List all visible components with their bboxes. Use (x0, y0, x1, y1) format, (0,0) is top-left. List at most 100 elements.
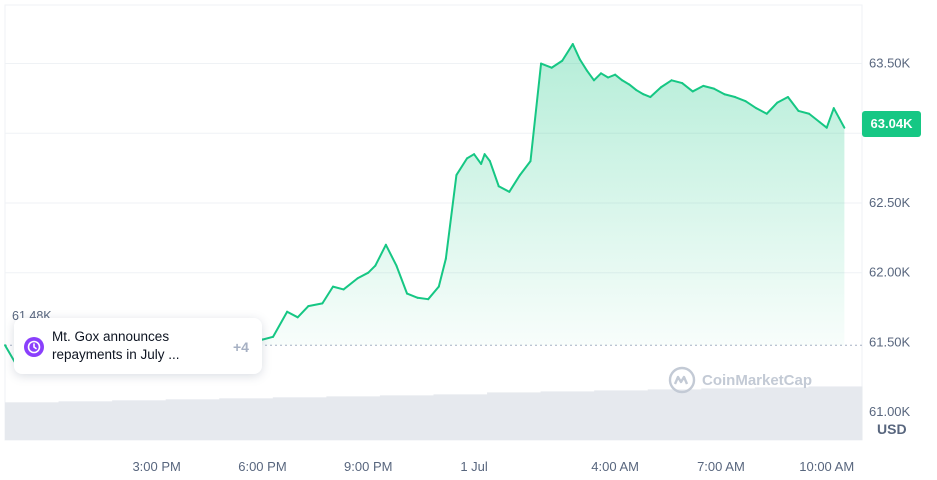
x-tick-label: 4:00 AM (591, 459, 639, 474)
volume-bar (701, 388, 756, 440)
price-segment (691, 84, 705, 93)
price-segment (702, 84, 715, 90)
price-segment (786, 96, 800, 112)
price-segment (628, 83, 638, 92)
volume-bar (433, 394, 488, 440)
price-segment (818, 121, 828, 129)
volume-bar (594, 390, 649, 440)
price-segment (374, 243, 387, 267)
x-tick-label: 6:00 PM (238, 459, 286, 474)
volume-bar (326, 396, 381, 440)
price-segment (321, 285, 334, 305)
price-segment (744, 100, 758, 110)
price-segment (776, 96, 789, 104)
price-segment (272, 310, 289, 338)
price-segment (797, 109, 811, 115)
price-segment (529, 62, 543, 163)
volume-bar (219, 398, 274, 440)
y-tick-label: 62.00K (869, 265, 911, 280)
price-segment (670, 79, 684, 85)
currency-label: USD (877, 421, 907, 437)
y-tick-label: 62.50K (869, 195, 911, 210)
more-news-count[interactable]: +4 (233, 339, 249, 355)
news-headline: Mt. Gox announces repayments in July ... (52, 328, 212, 364)
price-segment (455, 157, 469, 177)
price-segment (592, 72, 603, 82)
volume-bar (647, 389, 702, 440)
price-segment (406, 292, 419, 299)
y-axis-ticks: 63.50K 62.50K 62.00K 61.50K 61.00K (869, 56, 911, 420)
price-segment (838, 116, 846, 129)
price-segment (342, 277, 359, 291)
volume-bar (487, 392, 542, 440)
volume-bar (808, 386, 863, 440)
price-segment (508, 174, 521, 193)
price-segment (427, 285, 440, 301)
volume-bar (754, 387, 809, 440)
price-segment (4, 344, 17, 365)
news-headline-line-2: repayments in July ... (52, 347, 180, 362)
current-price-badge: 63.04K (862, 111, 921, 137)
price-segment (367, 264, 377, 274)
price-segment (734, 96, 747, 103)
coinmarketcap-watermark: CoinMarketCap (668, 366, 812, 394)
price-segment (642, 93, 652, 99)
price-segment (444, 174, 458, 260)
price-segment (473, 153, 483, 165)
price-segment (607, 73, 617, 79)
x-axis-ticks: 3:00 PM 6:00 PM 9:00 PM 1 Jul 4:00 AM 7:00 AM… (132, 459, 854, 474)
price-segment (480, 153, 486, 165)
price-segment (483, 153, 491, 163)
y-tick-label: 61.50K (869, 334, 911, 349)
price-segment (331, 285, 345, 291)
price-segment (681, 82, 694, 93)
price-segment (614, 73, 624, 82)
price-segment (649, 86, 662, 99)
volume-bar (112, 400, 167, 440)
price-area (5, 44, 845, 346)
y-tick-label: 61.00K (869, 404, 911, 419)
price-segment (765, 101, 779, 115)
x-tick-label: 1 Jul (460, 459, 488, 474)
price-segment (518, 160, 532, 177)
volume-bar (165, 399, 220, 440)
news-headline-line-1: Mt. Gox announces (52, 329, 170, 344)
x-tick-label: 3:00 PM (132, 459, 180, 474)
price-segment (466, 153, 476, 160)
price-segment (437, 257, 447, 288)
coinmarketcap-logo-icon (668, 366, 696, 394)
clock-icon (24, 337, 44, 357)
price-segment (825, 107, 835, 129)
price-segment (550, 59, 564, 69)
price-segment (296, 305, 310, 319)
x-tick-label: 10:00 AM (799, 459, 854, 474)
price-segment (307, 302, 324, 308)
price-segment (600, 72, 610, 79)
volume-bars (5, 386, 863, 440)
price-segment (497, 185, 511, 193)
price-area-fill (5, 44, 845, 346)
watermark-text: CoinMarketCap (702, 371, 813, 389)
price-segment (635, 89, 645, 96)
volume-bar (58, 401, 113, 440)
news-card[interactable]: Mt. Gox announces repayments in July ...… (14, 318, 262, 374)
price-segment (723, 93, 737, 99)
price-segment (578, 58, 588, 72)
volume-bar (5, 402, 60, 440)
price-segment (261, 335, 275, 341)
volume-bar (540, 391, 595, 440)
price-segment (659, 79, 673, 89)
price-segment (384, 243, 398, 267)
price-segment (488, 160, 500, 188)
x-tick-label: 7:00 AM (697, 459, 745, 474)
price-segment (808, 112, 821, 124)
price-segment (416, 296, 430, 301)
price-segment (540, 62, 553, 69)
price-segment (356, 271, 370, 280)
y-tick-label: 63.50K (869, 56, 911, 71)
x-tick-label: 9:00 PM (344, 459, 392, 474)
price-segment (832, 107, 841, 119)
price-segment (712, 87, 726, 96)
price-segment (755, 107, 768, 115)
